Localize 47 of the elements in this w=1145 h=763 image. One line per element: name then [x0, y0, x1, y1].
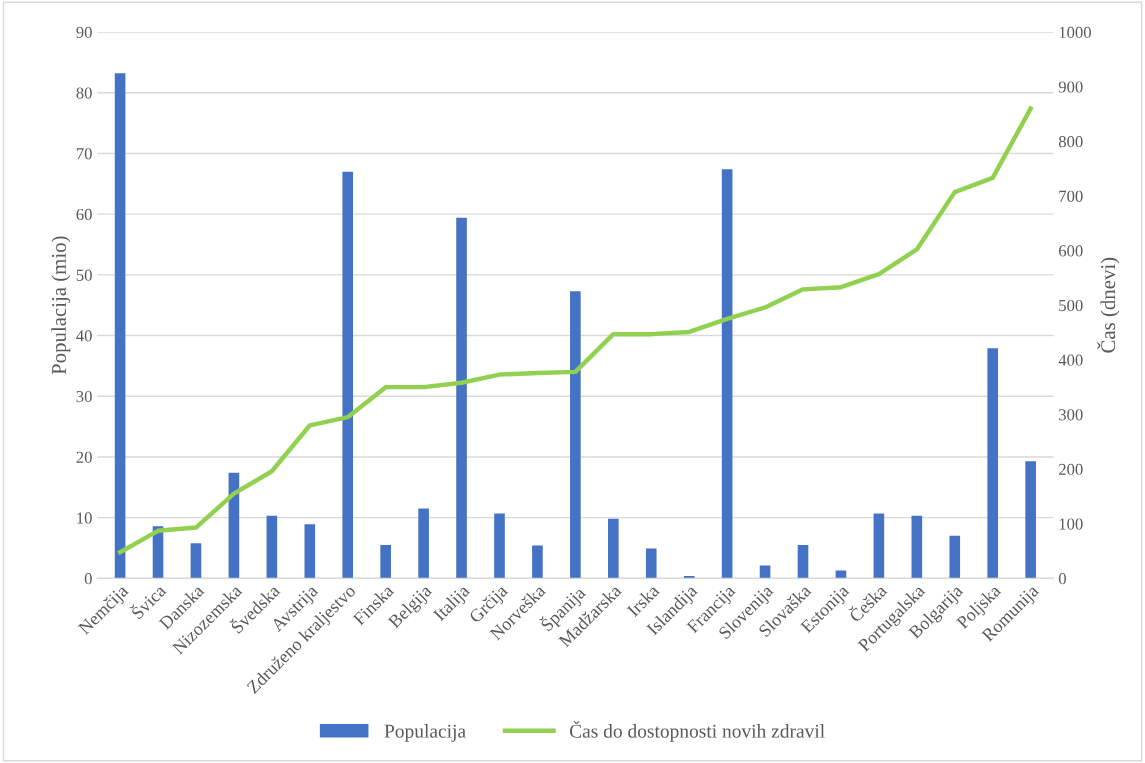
y-axis-title: Populacija (mio)	[51, 236, 71, 375]
y2-tick-label: 400	[1058, 354, 1083, 366]
y-tick-label: 90	[76, 26, 92, 38]
bar	[607, 518, 619, 579]
bar	[645, 548, 657, 579]
y2-tick-label: 600	[1058, 245, 1083, 257]
bar	[380, 544, 391, 579]
bar	[456, 217, 467, 579]
y2-tick-label: 0	[1058, 573, 1066, 585]
y-tick-label: 60	[76, 208, 92, 221]
bar	[911, 515, 923, 579]
y2-tick-label: 700	[1059, 190, 1083, 202]
y2-axis-title: Čas (dnevi)	[1097, 257, 1120, 353]
bar	[114, 73, 126, 579]
legend-label: Populacija	[384, 724, 466, 742]
y-tick-label: 10	[77, 512, 92, 524]
bar	[304, 524, 316, 579]
bar	[418, 508, 429, 579]
bar	[1025, 461, 1036, 579]
bar	[532, 545, 543, 579]
bar	[190, 543, 202, 579]
y2-tick-label: 500	[1059, 299, 1083, 312]
y-tick-label: 80	[76, 87, 92, 99]
y-tick-label: 20	[76, 451, 92, 463]
bar	[873, 513, 885, 579]
y2-tick-label: 900	[1058, 81, 1083, 93]
y2-tick-label: 1000	[1059, 26, 1091, 38]
bar	[570, 291, 581, 579]
bar	[797, 544, 809, 579]
bar	[266, 515, 278, 579]
y-tick-label: 0	[84, 573, 92, 585]
legend-label: Čas do dostopnosti novih zdravil	[569, 720, 825, 742]
y-tick-label: 40	[76, 330, 92, 342]
bar	[721, 169, 733, 579]
line-series	[117, 106, 1033, 555]
y2-tick-label: 800	[1058, 136, 1083, 148]
y-tick-label: 70	[76, 148, 92, 160]
bar	[342, 171, 354, 579]
bar	[835, 570, 847, 579]
bar	[987, 348, 999, 579]
y2-tick-label: 200	[1058, 463, 1083, 476]
y2-tick-label: 100	[1059, 518, 1083, 530]
bar	[949, 535, 961, 579]
bar	[494, 513, 505, 579]
y2-tick-label: 300	[1059, 409, 1083, 421]
y-tick-label: 30	[76, 390, 92, 403]
y-tick-label: 50	[76, 269, 92, 281]
